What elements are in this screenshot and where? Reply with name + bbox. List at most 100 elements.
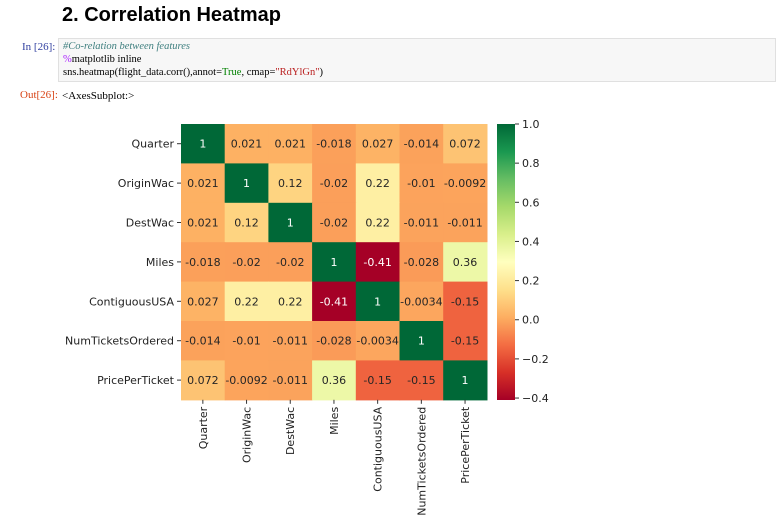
heatmap-cell	[399, 360, 444, 401]
cell-annotation: -0.01	[232, 335, 260, 348]
heatmap-cell	[399, 321, 444, 361]
cell-annotation: 0.021	[187, 217, 219, 230]
heatmap-cell	[268, 321, 313, 361]
cell-annotation: -0.02	[320, 217, 348, 230]
x-tick-label: NumTicketsOrdered	[415, 407, 428, 516]
heatmap-cell	[224, 360, 269, 401]
heatmap-cell	[312, 321, 357, 361]
cell-annotation: 0.072	[187, 374, 219, 387]
heatmap-cell	[181, 124, 226, 164]
heatmap-cell	[181, 163, 226, 204]
cell-annotation: -0.15	[451, 335, 479, 348]
heatmap-cell	[181, 202, 226, 243]
y-tick-label: PricePerTicket	[97, 374, 175, 387]
cell-annotation: 1	[199, 138, 206, 151]
heatmap-cell	[443, 360, 488, 401]
cell-annotation: -0.0092	[444, 177, 486, 190]
cell-annotation: 0.22	[365, 217, 390, 230]
cell-annotation: 1	[243, 177, 250, 190]
colorbar-tick-label: 0.0	[522, 314, 540, 327]
code-text: matplotlib inline	[71, 54, 142, 65]
heatmap-cell	[443, 202, 488, 243]
heatmap-cell	[268, 360, 313, 401]
cell-annotation: -0.0092	[225, 374, 267, 387]
colorbar-tick-label: 0.8	[522, 157, 540, 170]
cell-annotation: 1	[462, 374, 469, 387]
x-tick-label: PricePerTicket	[459, 406, 472, 484]
heatmap-cell	[312, 124, 357, 164]
cell-annotation: -0.02	[320, 177, 348, 190]
cell-annotation: -0.011	[447, 217, 482, 230]
heatmap-cell	[312, 281, 357, 322]
heatmap-cell	[181, 242, 226, 283]
cell-annotation: -0.15	[407, 374, 435, 387]
cell-annotation: 0.22	[278, 295, 303, 308]
code-magic: %	[63, 54, 72, 65]
x-tick-label: OriginWac	[241, 407, 254, 463]
colorbar-tick-label: −0.4	[522, 392, 549, 405]
cell-annotation: -0.011	[404, 217, 439, 230]
heatmap-cell	[399, 202, 444, 243]
x-tick-label: Miles	[328, 407, 341, 435]
y-tick-label: OriginWac	[118, 177, 174, 190]
x-tick-label: DestWac	[284, 407, 297, 455]
cell-annotation: 0.021	[187, 177, 219, 190]
output-prompt: Out[26]:	[20, 89, 58, 101]
colorbar-tick-label: 0.2	[522, 275, 540, 288]
heatmap-cell	[355, 124, 401, 164]
heatmap-cell	[224, 242, 269, 283]
heatmap-cell	[181, 281, 226, 322]
heatmap-cell	[399, 281, 444, 322]
heatmap-cell	[312, 202, 357, 243]
cell-annotation: -0.15	[451, 295, 479, 308]
cell-annotation: -0.0034	[356, 335, 398, 348]
heatmap-cell	[268, 242, 313, 283]
section-title: 2. Correlation Heatmap	[62, 4, 281, 26]
cell-annotation: 0.12	[278, 177, 303, 190]
heatmap-cell	[399, 242, 444, 283]
cell-annotation: -0.018	[185, 256, 220, 269]
cell-annotation: -0.01	[407, 177, 435, 190]
heatmap-cell	[268, 202, 313, 243]
cell-annotation: 1	[330, 256, 337, 269]
cell-annotation: 0.027	[362, 138, 394, 151]
heatmap-cell	[355, 242, 401, 283]
heatmap-cell	[443, 281, 488, 322]
x-tick-label: ContiguousUSA	[372, 406, 385, 491]
code-cell[interactable]: #Co-relation between features %matplotli…	[58, 38, 776, 82]
heatmap-cell	[224, 124, 269, 164]
heatmap-cell	[224, 281, 269, 322]
cell-annotation: 0.22	[365, 177, 390, 190]
code-comment: #Co-relation between features	[63, 41, 190, 52]
heatmap-cell	[443, 163, 488, 204]
heatmap-cell	[443, 242, 488, 283]
heatmap-cell	[224, 321, 269, 361]
heatmap-cell	[181, 360, 226, 401]
cell-annotation: -0.011	[273, 374, 308, 387]
y-tick-label: Quarter	[132, 138, 175, 151]
cell-annotation: -0.02	[276, 256, 304, 269]
heatmap-cell	[224, 163, 269, 204]
code-line-2: %matplotlib inline	[63, 54, 141, 65]
cell-annotation: 0.021	[231, 138, 263, 151]
y-tick-label: NumTicketsOrdered	[65, 335, 174, 348]
heatmap-cell	[399, 124, 444, 164]
code-text: )	[319, 67, 324, 78]
cell-annotation: 1	[287, 217, 294, 230]
heatmap-cell	[399, 163, 444, 204]
input-prompt: In [26]:	[22, 41, 56, 53]
cell-annotation: -0.028	[316, 335, 351, 348]
y-tick-label: ContiguousUSA	[89, 295, 174, 308]
heatmap-cell	[268, 281, 313, 322]
colorbar-tick-label: 1.0	[522, 118, 540, 131]
cell-annotation: -0.014	[404, 138, 439, 151]
code-text: , cmap=	[241, 67, 276, 78]
cell-annotation: -0.011	[273, 335, 308, 348]
heatmap-cell	[312, 360, 357, 401]
heatmap-cell	[355, 202, 401, 243]
code-text: sns.heatmap(flight_data.corr(),annot=	[63, 67, 222, 78]
cell-annotation: 1	[418, 335, 425, 348]
heatmap-cell	[181, 321, 226, 361]
cell-annotation: -0.018	[316, 138, 351, 151]
